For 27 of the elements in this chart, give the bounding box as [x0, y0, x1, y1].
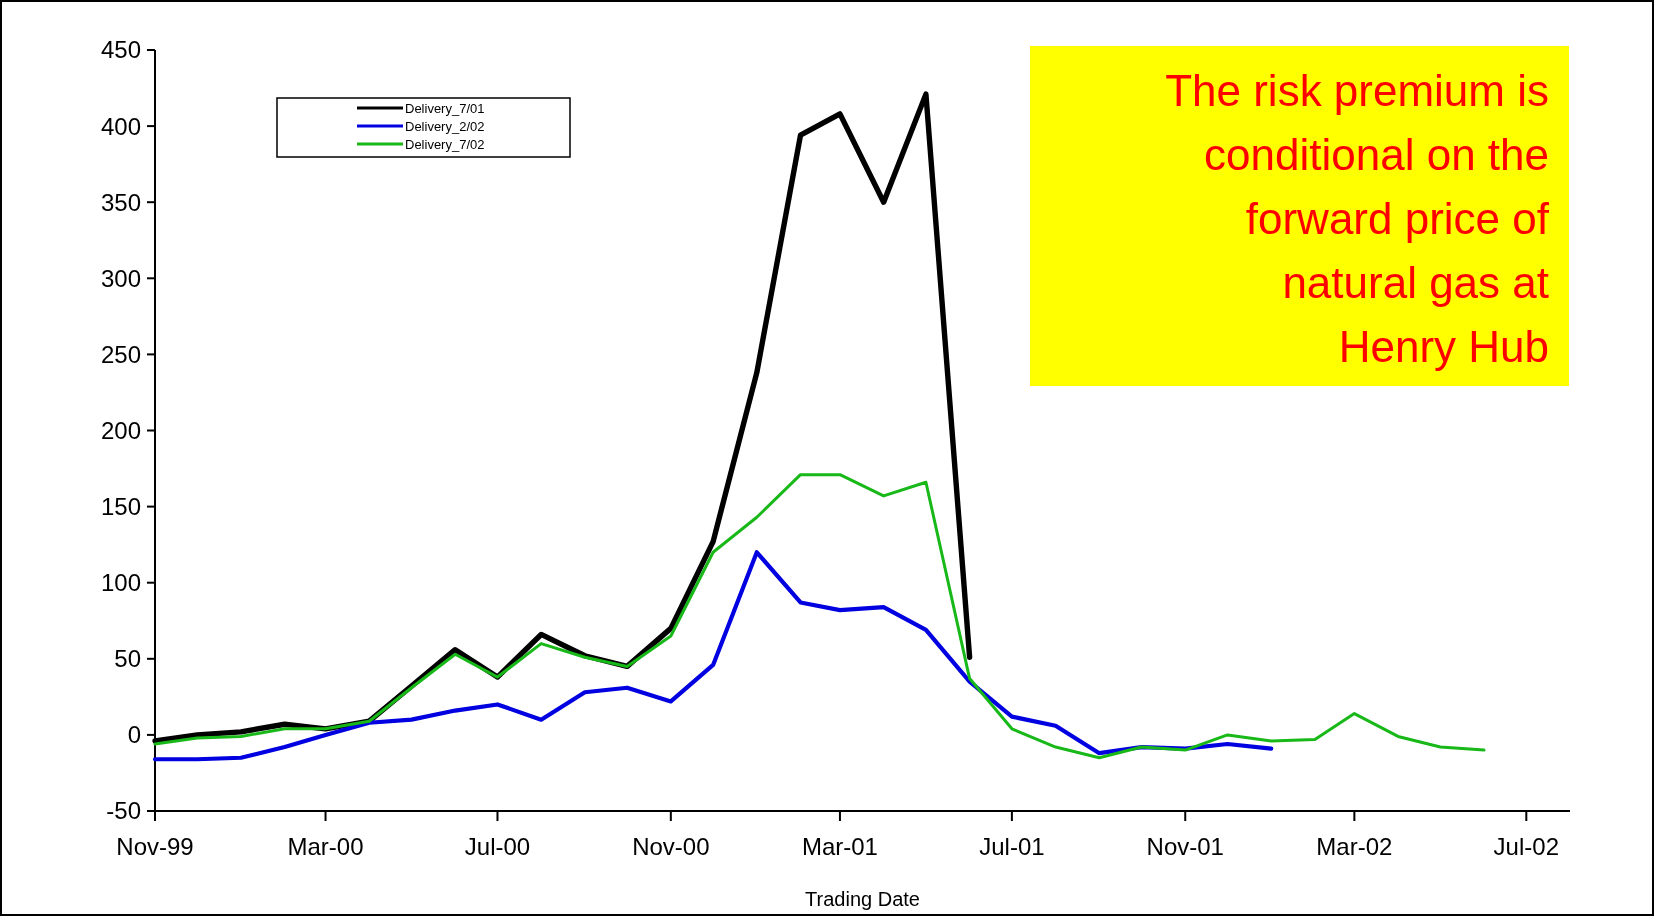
y-tick-label: 400 [100, 112, 141, 140]
y-tick-label: 350 [100, 188, 141, 216]
y-tick-label: 150 [100, 493, 141, 520]
legend-label: Delivery_7/02 [405, 136, 485, 152]
x-tick-label: Mar-01 [801, 833, 878, 860]
y-tick-label: 100 [100, 569, 141, 597]
line-series [153, 473, 1486, 760]
y-tick-label: -50 [106, 797, 141, 825]
x-tick-label: Jul-00 [464, 833, 531, 860]
legend-label: Delivery_7/01 [405, 100, 485, 116]
legend-label: Delivery_2/02 [405, 118, 485, 134]
x-tick-label: Nov-01 [1146, 833, 1224, 860]
y-tick-label: 200 [100, 416, 141, 444]
x-tick-label: Nov-99 [116, 833, 194, 860]
y-tick-label: 300 [100, 264, 141, 292]
y-tick-label: 0 [127, 721, 141, 749]
x-tick-label: Jul-01 [979, 833, 1045, 860]
annotation: The risk premium is conditional on the forward price of natural gas at Henry Hub [1165, 66, 1550, 371]
y-tick-label: 250 [100, 340, 141, 368]
y-tick-label: 50 [114, 645, 141, 673]
line-series [152, 550, 1274, 762]
x-tick-label: Nov-00 [632, 833, 710, 860]
x-tick-label: Mar-02 [1316, 833, 1393, 860]
x-tick-label: Mar-00 [287, 833, 364, 860]
x-tick-label: Jul-02 [1493, 833, 1559, 860]
y-tick-label: 450 [100, 36, 141, 64]
x-axis-title: Trading Date [805, 888, 920, 910]
